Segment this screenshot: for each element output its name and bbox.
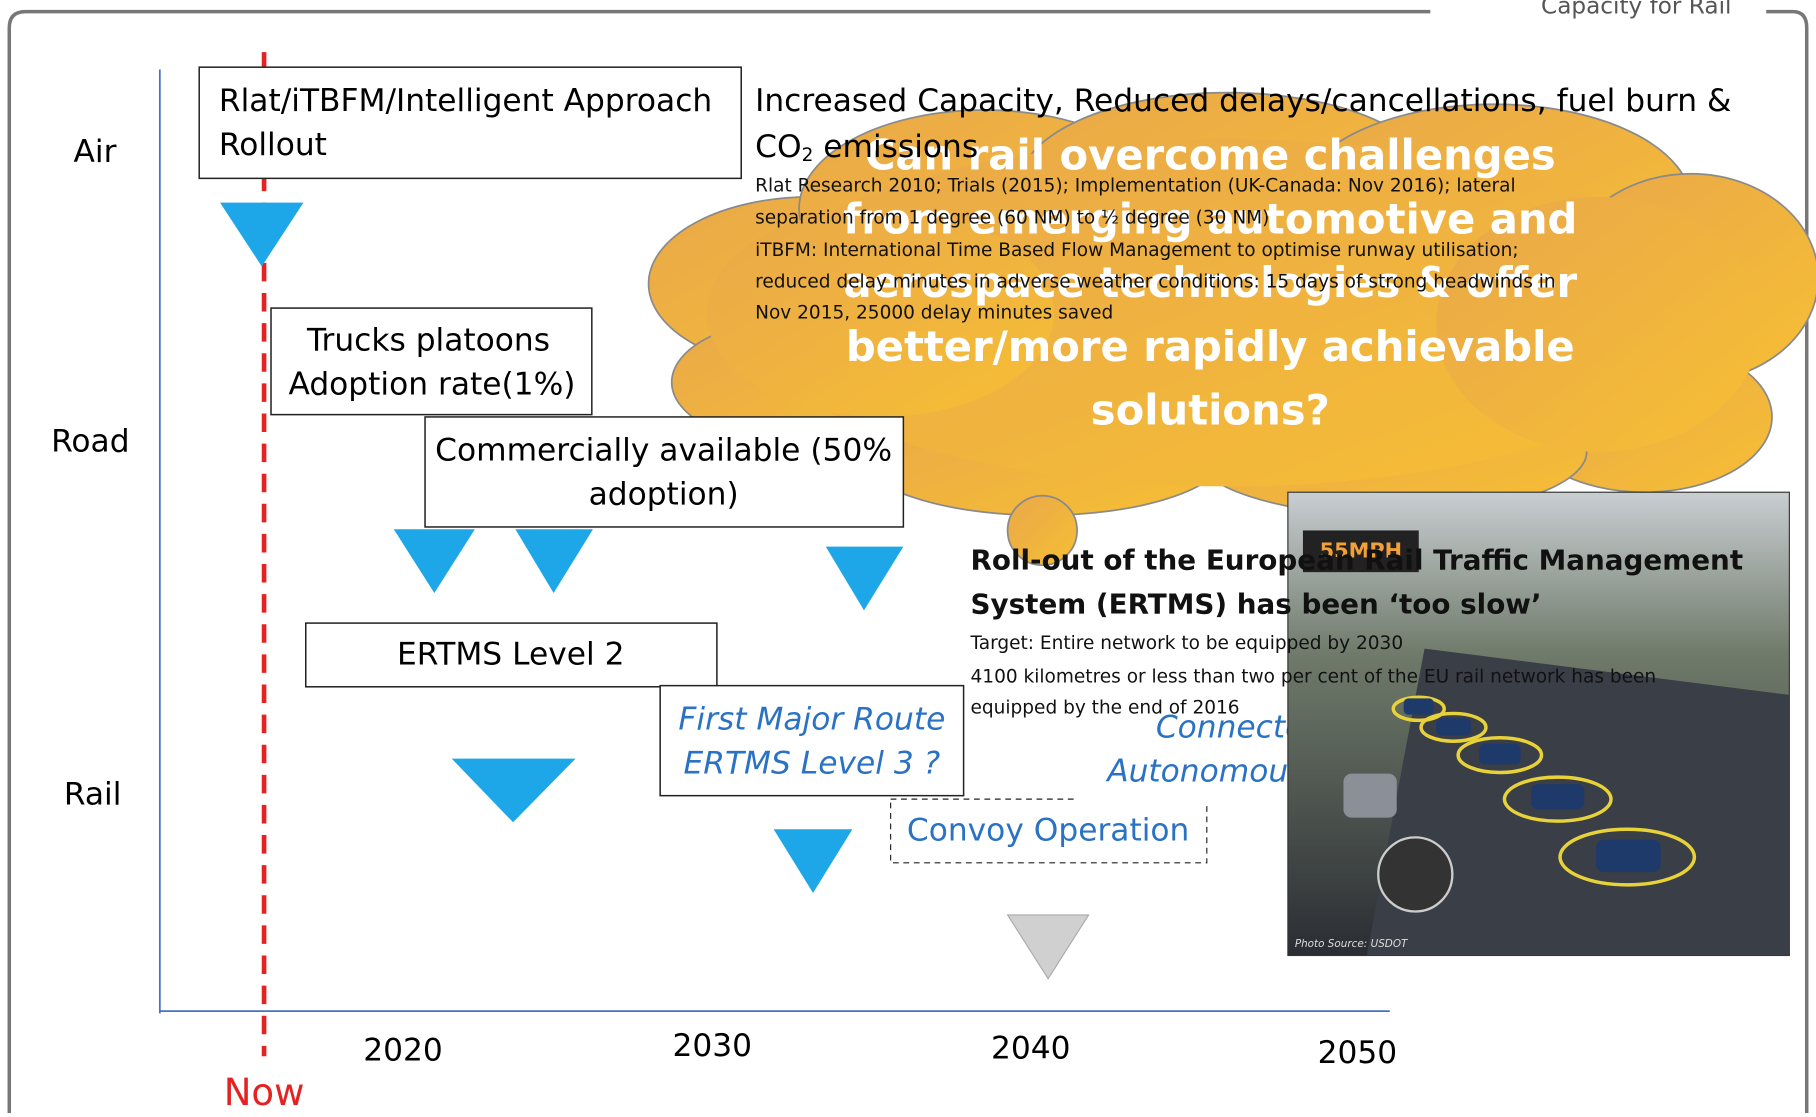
year-label: 2050 [1318, 1035, 1398, 1071]
text-line: Nov 2015, 25000 delay minutes saved [755, 302, 1113, 323]
milestone [774, 829, 853, 893]
text-line: Target: Entire network to be equipped by… [970, 632, 1404, 653]
slide: Capacity for Rail Air Road Rail 2020 203… [0, 0, 1816, 1113]
year-label: 2040 [991, 1030, 1071, 1066]
year-label: 2020 [363, 1033, 443, 1069]
text-line: 4100 kilometres or less than two per cen… [971, 666, 1657, 687]
text-line: better/more rapidly achievable [846, 322, 1575, 371]
text-line: Rollout [219, 127, 327, 163]
text-line: Commercially available (50% [435, 433, 892, 469]
text-line: Adoption rate(1%) [288, 367, 575, 403]
text-line: Trucks platoons [306, 323, 550, 359]
text-line: Increased Capacity, Reduced delays/cance… [755, 83, 1731, 119]
header-title: Capacity for Rail [1541, 0, 1731, 19]
photo-source: Photo Source: USDOT [1295, 938, 1409, 950]
row-label: Air [74, 134, 117, 170]
year-label: 2030 [672, 1028, 752, 1064]
text-line: First Major Route [678, 701, 945, 737]
text-line: Rlat Research 2010; Trials (2015); Imple… [755, 175, 1516, 196]
text-line: iTBFM: International Time Based Flow Man… [755, 240, 1519, 261]
box-text: Convoy Operation [907, 813, 1189, 849]
text-line: Roll-out of the European Rail Traffic Ma… [971, 544, 1744, 577]
now-label: Now [224, 1071, 305, 1113]
text-line: 2 [802, 145, 814, 166]
text-line: equipped by the end of 2016 [971, 697, 1240, 718]
text-line: Autonomous [1105, 753, 1304, 789]
text-line: separation from 1 degree (60 NM) to ½ de… [755, 207, 1269, 228]
text-line: emissions [813, 129, 978, 165]
milestone [1008, 915, 1089, 979]
box-text: ERTMS Level 2 [397, 637, 624, 673]
milestone [394, 529, 475, 593]
row-label: Rail [64, 777, 122, 813]
text-line: CO [755, 129, 801, 165]
text-line: adoption) [589, 477, 739, 513]
text-line: Rlat/iTBFM/Intelligent Approach [219, 83, 712, 119]
text-line: System (ERTMS) has been ‘too slow’ [971, 588, 1542, 621]
milestone [826, 547, 904, 611]
text-line: reduced delay minutes in adverse weather… [755, 271, 1556, 292]
milestone [220, 203, 303, 267]
row-label: Road [51, 423, 129, 459]
milestone [452, 759, 576, 823]
text-line: ERTMS Level 3 ? [683, 745, 940, 781]
milestone [515, 529, 593, 593]
text-line: solutions? [1091, 385, 1330, 434]
page: {"header":{"title":"Capacity for Rail"},… [0, 0, 1816, 1113]
